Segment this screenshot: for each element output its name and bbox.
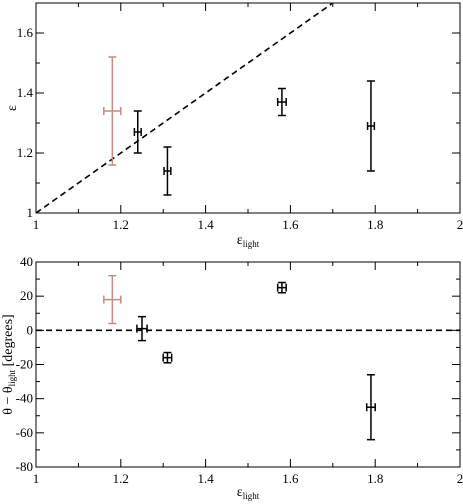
x-tick-label: 1.8 bbox=[367, 217, 383, 232]
y-tick-label: 1.2 bbox=[17, 145, 33, 160]
x-tick-label: 1.8 bbox=[367, 471, 383, 486]
y-tick-label: -20 bbox=[16, 357, 33, 372]
y-tick-label: 1.6 bbox=[17, 25, 34, 40]
x-axis-label: εlight bbox=[237, 485, 260, 501]
x-axis-label-main: ε bbox=[237, 485, 243, 500]
x-tick-label: 1.2 bbox=[113, 471, 129, 486]
y-tick-label: 1.4 bbox=[17, 85, 34, 100]
x-axis-label-subscript: light bbox=[243, 239, 260, 249]
y-tick-label: 1 bbox=[27, 205, 34, 220]
y-axis-label-subscript: light bbox=[7, 369, 17, 386]
y-tick-label: -80 bbox=[16, 459, 33, 474]
x-axis-label-subscript: light bbox=[243, 491, 260, 501]
x-tick-label: 2 bbox=[457, 471, 463, 486]
x-tick-label: 1 bbox=[33, 471, 40, 486]
data-point bbox=[103, 56, 122, 166]
x-tick-label: 1 bbox=[33, 217, 40, 232]
y-axis-label-main: ε bbox=[5, 105, 20, 111]
data-point bbox=[163, 146, 172, 196]
data-point bbox=[365, 374, 376, 441]
x-tick-label: 1.6 bbox=[282, 217, 299, 232]
y-axis-label: ε bbox=[5, 105, 20, 111]
data-point bbox=[276, 281, 287, 294]
x-axis-label: εlight bbox=[237, 233, 260, 249]
x-tick-label: 1.2 bbox=[113, 217, 129, 232]
data-point bbox=[162, 351, 173, 364]
plot-frame bbox=[35, 2, 461, 214]
x-tick-label: 2 bbox=[457, 217, 463, 232]
y-axis-label-suffix: [degrees] bbox=[1, 314, 16, 370]
y-tick-label: -40 bbox=[16, 391, 33, 406]
data-point bbox=[133, 110, 142, 154]
reference-line bbox=[36, 3, 335, 213]
y-axis-label: θ − θlight [degrees] bbox=[1, 314, 17, 414]
y-tick-label: 40 bbox=[20, 254, 33, 269]
y-axis-label-main: θ − θ bbox=[1, 386, 16, 415]
data-point bbox=[366, 80, 376, 172]
plot-frame bbox=[35, 261, 461, 468]
y-tick-label: 0 bbox=[27, 322, 34, 337]
data-point bbox=[103, 274, 122, 325]
y-tick-label: 20 bbox=[20, 288, 33, 303]
x-tick-label: 1.4 bbox=[197, 471, 214, 486]
data-point bbox=[136, 315, 148, 342]
x-tick-label: 1.4 bbox=[197, 217, 214, 232]
x-tick-label: 1.6 bbox=[282, 471, 299, 486]
y-tick-label: -60 bbox=[16, 425, 33, 440]
x-axis-label-main: ε bbox=[237, 233, 243, 248]
data-point bbox=[276, 87, 287, 117]
